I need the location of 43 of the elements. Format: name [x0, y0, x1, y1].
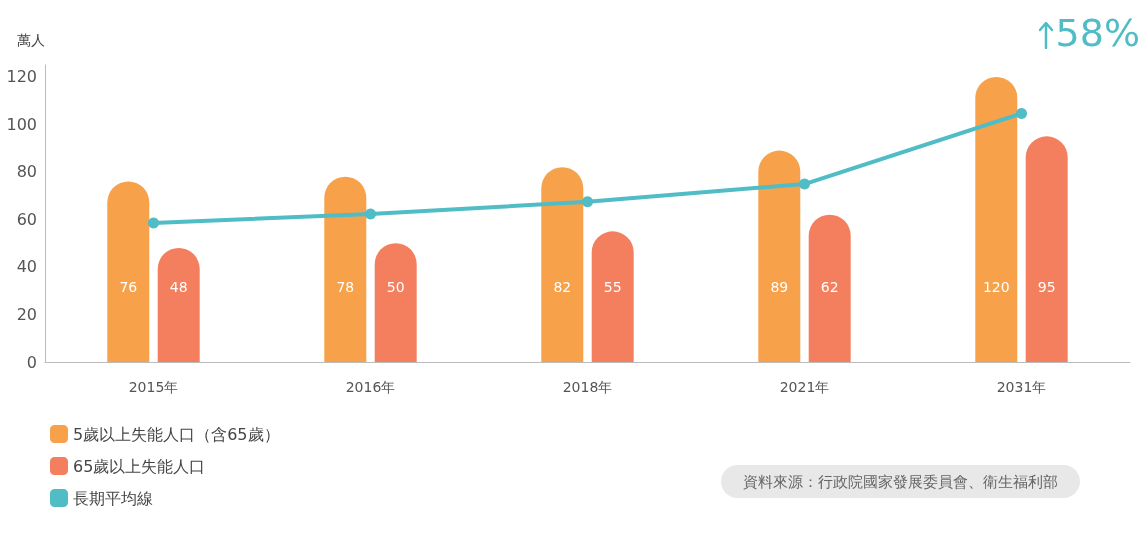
point: [1016, 107, 1027, 119]
text: 58%: [1055, 11, 1140, 55]
bar: [324, 176, 367, 362]
y-tick-label: 100: [6, 114, 37, 134]
y-axis-title: 萬人: [17, 32, 45, 48]
point: [365, 208, 376, 220]
y-tick-label: 20: [16, 304, 37, 324]
legend-label: 長期平均線: [73, 488, 153, 508]
bar: [374, 243, 417, 362]
data-label: 78: [336, 279, 355, 295]
data-label: 120: [982, 279, 1010, 295]
data-label: 62: [820, 279, 839, 295]
bar: [541, 167, 584, 362]
x-tick-label: 2015年: [128, 379, 179, 395]
legend-label: 5歲以上失能人口（含65歲）: [73, 424, 280, 444]
bar: [107, 181, 150, 362]
x-tick-label: 2016年: [345, 379, 396, 395]
data-label: 48: [169, 279, 188, 295]
data-label: 76: [119, 279, 138, 295]
legend-label: 65歲以上失能人口: [73, 456, 206, 476]
data-label: 50: [386, 279, 405, 295]
x-tick-label: 2018年: [562, 379, 613, 395]
bar: [758, 150, 801, 362]
point: [582, 196, 593, 208]
y-tick-label: 60: [16, 209, 37, 229]
x-tick-label: 2021年: [779, 379, 830, 395]
data-label: 82: [553, 279, 572, 295]
x-tick-label: 2031年: [996, 379, 1047, 395]
y-tick-label: 120: [6, 67, 37, 87]
y-tick-label: 80: [16, 162, 37, 182]
bar: [975, 76, 1018, 362]
bar: [1025, 136, 1068, 362]
data-label: 89: [770, 279, 789, 295]
source-note: 資料來源：行政院國家發展委員會、衛生福利部: [743, 472, 1058, 491]
point: [799, 178, 810, 190]
bar: [157, 247, 200, 362]
bar: [808, 214, 851, 362]
bar: [591, 231, 634, 362]
y-tick-label: 40: [16, 257, 37, 277]
point: [148, 217, 159, 229]
data-label: 55: [603, 279, 622, 295]
y-tick-label: 0: [26, 352, 37, 372]
data-label: 95: [1037, 279, 1056, 295]
